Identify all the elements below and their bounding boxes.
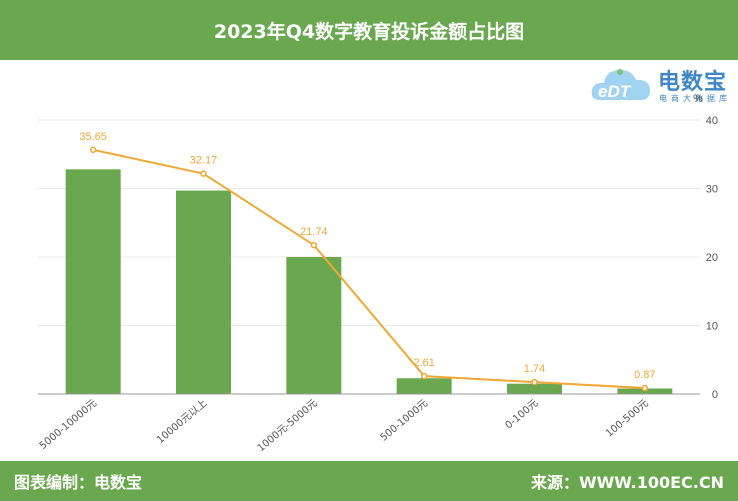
chart-title: 2023年Q4数字教育投诉金额占比图 <box>213 20 525 43</box>
line-point <box>531 378 538 386</box>
x-tick-label: 1000元-5000元 <box>256 398 320 454</box>
header-bar: 2023年Q4数字教育投诉金额占比图 <box>0 0 738 60</box>
line-point <box>310 241 318 249</box>
y-tick-label: 10 <box>706 321 718 333</box>
x-tick-label: 100-500元 <box>604 398 651 440</box>
y-tick-label: 0 <box>712 389 718 401</box>
data-label: 32.17 <box>190 155 218 167</box>
x-tick-label: 0-100元 <box>503 398 540 432</box>
line-path <box>92 148 645 390</box>
line-point <box>89 146 97 154</box>
logo-subtext: 电商大数据库 <box>659 94 731 103</box>
data-label: 35.65 <box>79 131 107 143</box>
axes: 0 10 20 30 40% 5000-10000元 10000元以上 1000元-5000元… <box>38 93 718 454</box>
bar-series <box>65 169 673 394</box>
bar <box>396 378 452 394</box>
footer-credit: 图表编制：电数宝 <box>14 473 143 492</box>
data-label: 1.74 <box>524 363 545 375</box>
bar <box>286 257 342 394</box>
y-tick-label: 40 <box>706 115 718 127</box>
x-tick-label: 500-1000元 <box>378 398 430 444</box>
data-label: 2.61 <box>413 357 434 369</box>
line-point <box>641 384 649 392</box>
x-tick-label: 5000-10000元 <box>38 398 99 452</box>
bar <box>507 383 562 394</box>
line-point <box>420 372 428 380</box>
y-axis-unit: % <box>693 93 703 105</box>
x-tick-label: 10000元以上 <box>154 397 209 446</box>
bar <box>176 190 231 394</box>
bar <box>65 169 121 394</box>
y-tick-label: 20 <box>706 252 718 264</box>
line-point <box>200 170 207 177</box>
cloud-logo-icon: eDT <box>591 69 650 101</box>
data-labels: 35.65 32.17 21.74 2.61 1.74 0.87 <box>79 131 655 381</box>
footer-source: 来源：WWW.100EC.CN <box>530 473 724 492</box>
svg-text:eDT: eDT <box>598 82 632 101</box>
grid-lines <box>38 119 700 326</box>
data-label: 21.74 <box>300 226 328 238</box>
line-series <box>89 146 649 392</box>
brand-logo: eDT 电数宝 电商大数据库 <box>590 62 735 108</box>
y-tick-label: 30 <box>706 184 718 196</box>
footer-bar: 图表编制：电数宝 来源：WWW.100EC.CN <box>0 461 738 501</box>
data-label: 0.87 <box>634 369 655 381</box>
logo-text: 电数宝 <box>658 70 728 95</box>
